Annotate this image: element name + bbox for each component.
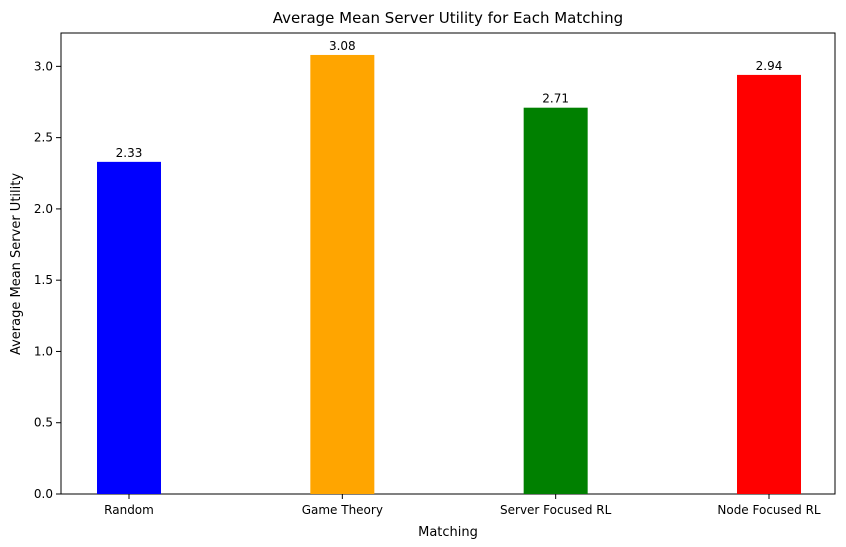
data-label: 2.71 xyxy=(542,92,569,106)
x-tick-label: Node Focused RL xyxy=(717,503,821,517)
y-tick-label: 2.0 xyxy=(34,202,53,216)
bar-game-theory xyxy=(310,54,375,494)
data-label: 2.94 xyxy=(756,59,783,73)
y-tick-label: 2.5 xyxy=(34,131,53,145)
plot-frame xyxy=(60,32,836,495)
y-tick-label: 3.0 xyxy=(34,59,53,73)
x-axis-label: Matching xyxy=(418,525,478,540)
y-axis-label: Average Mean Server Utility xyxy=(9,173,24,355)
x-axis: Random Game Theory Server Focused RL Node F… xyxy=(104,494,821,517)
data-labels: 2.33 3.08 2.71 2.94 xyxy=(116,39,783,160)
bars xyxy=(97,54,801,494)
bar-random xyxy=(97,161,161,494)
y-axis: 0.0 0.5 1.0 1.5 2.0 2.5 3.0 xyxy=(34,59,61,501)
data-label: 2.33 xyxy=(116,146,143,160)
chart-title: Average Mean Server Utility for Each Mat… xyxy=(273,9,623,27)
bar-node-focused-rl xyxy=(737,74,801,494)
x-tick-label: Server Focused RL xyxy=(500,503,612,517)
y-tick-label: 1.0 xyxy=(34,344,53,358)
data-label: 3.08 xyxy=(329,39,356,53)
y-tick-label: 0.5 xyxy=(34,416,53,430)
x-tick-label: Random xyxy=(104,503,154,517)
x-tick-label: Game Theory xyxy=(302,503,383,517)
plot-area xyxy=(60,32,836,495)
y-tick-label: 1.5 xyxy=(34,273,53,287)
bar-server-focused-rl xyxy=(523,107,588,494)
y-tick-label: 0.0 xyxy=(34,487,53,501)
